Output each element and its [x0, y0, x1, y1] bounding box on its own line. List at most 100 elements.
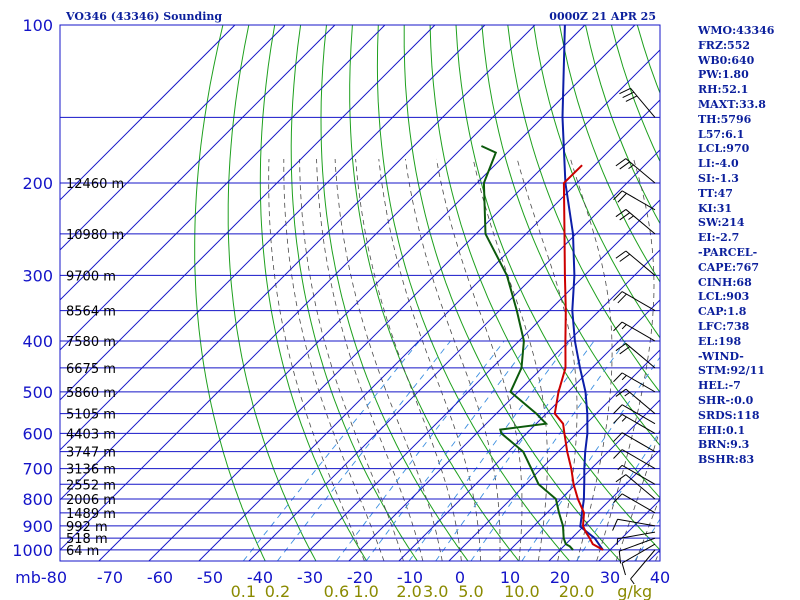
- wind-barb-flag: [619, 212, 631, 221]
- temperature-tick-label: mb-80: [15, 568, 67, 587]
- index-item: BSHR:83: [698, 453, 755, 467]
- index-item: LCL:903: [698, 290, 750, 304]
- index-item: CAP:1.8: [698, 305, 747, 319]
- isotherm: [60, 25, 336, 301]
- index-item: EL:198: [698, 334, 742, 348]
- moist-adiabat: [436, 158, 523, 561]
- index-item: EHI:0.1: [698, 423, 746, 437]
- index-item: L57:6.1: [698, 127, 745, 141]
- temperature-tick-label: -70: [97, 568, 123, 587]
- wind-barb-flag: [619, 161, 631, 170]
- mixing-ratio-line: [576, 430, 660, 561]
- wind-barbs: [612, 87, 656, 585]
- moist-adiabat: [299, 158, 404, 561]
- wind-barb: [613, 449, 656, 470]
- temperature-tick-label: 10: [500, 568, 520, 587]
- temperature-tick-label: 40: [650, 568, 670, 587]
- wind-barb-staff: [621, 432, 656, 453]
- index-item: -PARCEL-: [698, 245, 758, 259]
- wind-barb-half-flag: [628, 164, 634, 170]
- pressure-tick-label: 900: [22, 517, 53, 536]
- index-item: EI:-2.7: [698, 231, 740, 245]
- height-label: 2006 m: [66, 493, 116, 508]
- index-item: -WIND-: [698, 349, 744, 363]
- height-label: 3136 m: [66, 463, 116, 478]
- wind-barb-half-flag: [621, 416, 627, 422]
- dry-adiabat: [455, 25, 660, 499]
- isotherm: [60, 25, 586, 551]
- height-label: 6675 m: [66, 362, 116, 377]
- isotherm: [60, 25, 486, 451]
- wind-barb: [613, 493, 656, 514]
- isotherm: [498, 399, 660, 561]
- mixing-ratio-label: 20.0: [559, 582, 595, 600]
- stability-indices: WMO:43346 FRZ:552 WB0:640 PW:1.80 RH:52.1 MAX…: [698, 24, 774, 468]
- wind-barb-flag: [613, 449, 623, 459]
- parcel-line: [561, 25, 604, 551]
- isotherm: [60, 25, 286, 251]
- wind-barb-staff: [621, 404, 656, 425]
- dry-adiabat: [376, 25, 570, 561]
- station-title: VO346 (43346) Sounding: [65, 10, 222, 23]
- wind-barb-staff: [621, 372, 656, 393]
- wind-barb-flag: [613, 321, 623, 332]
- index-item: FRZ:552: [698, 38, 751, 52]
- moist-adiabat: [355, 158, 462, 561]
- wind-barb-staff: [621, 493, 656, 514]
- mixing-ratio-label: 10.0: [504, 582, 540, 600]
- index-item: KI:31: [698, 201, 733, 215]
- temperature-tick-label: -50: [197, 568, 223, 587]
- isotherm: [198, 99, 660, 561]
- mixing-ratio-line: [435, 340, 595, 561]
- index-item: RH:52.1: [698, 83, 749, 97]
- wind-barb-flag: [613, 404, 623, 414]
- plot-frame: [59, 24, 661, 562]
- wind-barb-flag: [621, 562, 626, 576]
- wind-barb: [615, 209, 656, 235]
- isotherm: [398, 299, 660, 561]
- temperature-tick-label: 0: [455, 568, 465, 587]
- height-label: 4403 m: [66, 427, 116, 442]
- mixing-ratio-label: 0.2: [265, 582, 290, 600]
- temperature-tick-label: -20: [347, 568, 373, 587]
- wind-barb-half-flag: [617, 464, 623, 471]
- wind-barb-flag: [615, 250, 627, 259]
- wind-barb-staff: [630, 87, 656, 118]
- moist-adiabat: [615, 428, 660, 561]
- wind-barb-staff: [621, 464, 656, 485]
- height-label: 3747 m: [66, 446, 116, 461]
- moist-adiabat: [316, 158, 424, 561]
- mixing-ratio-label: 0.1: [231, 582, 256, 600]
- temperature-tick-label: -60: [147, 568, 173, 587]
- moist-adiabat: [570, 158, 613, 561]
- wind-barb-flag: [615, 343, 627, 352]
- wind-barb-flag: [613, 414, 623, 424]
- height-label: 5105 m: [66, 408, 116, 423]
- wind-barb-flag: [618, 551, 622, 564]
- dewpoint-line: [480, 145, 574, 551]
- wind-barb: [617, 464, 656, 485]
- wind-barb-flag: [619, 87, 631, 95]
- sounding-series: [480, 25, 604, 551]
- wind-barb: [630, 549, 656, 585]
- wind-barb-flag: [617, 293, 627, 304]
- index-item: BRN:9.3: [698, 438, 750, 452]
- height-label: 12460 m: [66, 177, 124, 192]
- wind-barb-staff: [625, 250, 656, 276]
- mixing-ratio-label: g/kg: [617, 582, 652, 600]
- pressure-tick-label: 500: [22, 383, 53, 402]
- isotherm: [60, 25, 386, 351]
- pressure-tick-label: 100: [22, 16, 53, 35]
- index-item: WB0:640: [698, 53, 755, 67]
- height-label: 7580 m: [66, 335, 116, 350]
- isobars: [60, 24, 660, 551]
- moist-adiabat: [472, 158, 548, 561]
- wind-barb-flag: [615, 209, 627, 218]
- height-label: 8564 m: [66, 305, 116, 320]
- isotherm: [148, 49, 660, 561]
- wind-barb-staff: [625, 158, 656, 184]
- index-item: LI:-4.0: [698, 157, 739, 171]
- dry-adiabat: [349, 25, 520, 561]
- index-item: CINH:68: [698, 275, 752, 289]
